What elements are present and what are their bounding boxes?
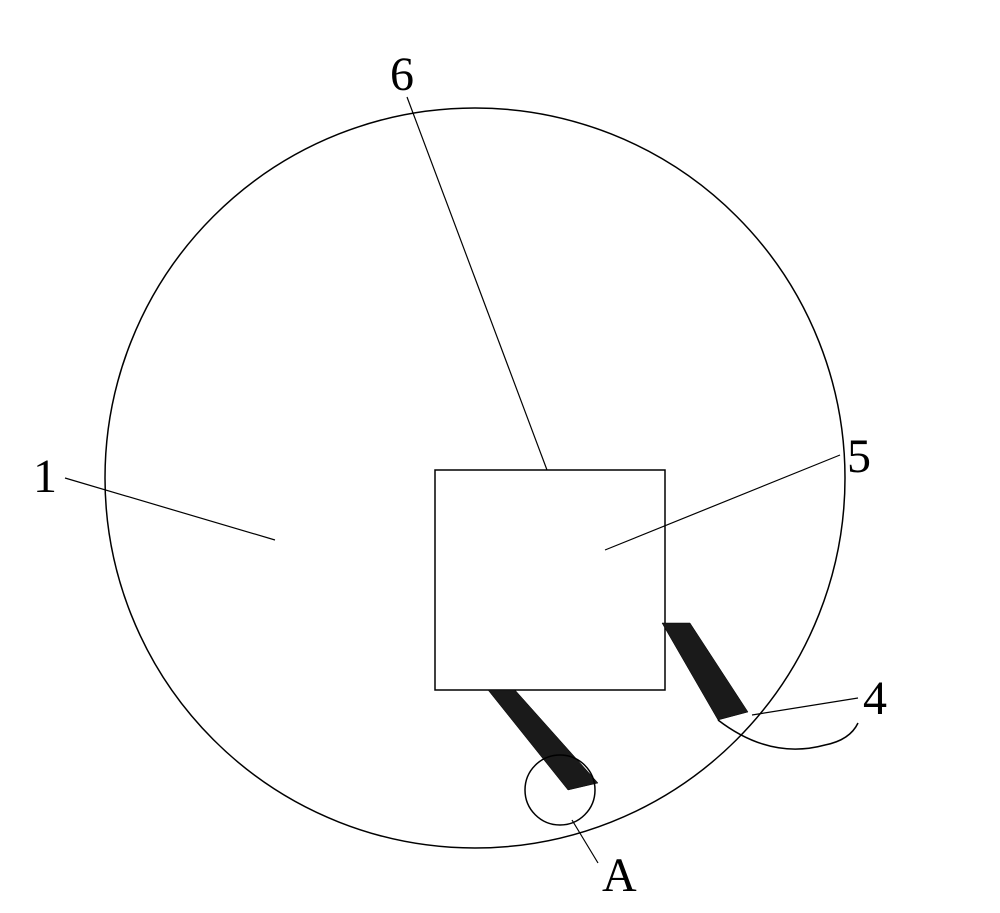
label-5: 5: [847, 429, 871, 484]
dark-bar-left: [488, 690, 598, 790]
square-part: [435, 470, 665, 690]
main-circle: [105, 108, 845, 848]
leader-6: [407, 97, 547, 470]
leader-a: [572, 820, 598, 863]
label-6: 6: [390, 47, 414, 102]
leader-1: [65, 478, 275, 540]
outlet-curve: [718, 720, 858, 749]
label-4: 4: [863, 671, 887, 726]
leader-4: [752, 698, 858, 715]
label-1: 1: [33, 449, 57, 504]
label-a: A: [602, 848, 637, 903]
dark-bar-right: [662, 623, 748, 720]
